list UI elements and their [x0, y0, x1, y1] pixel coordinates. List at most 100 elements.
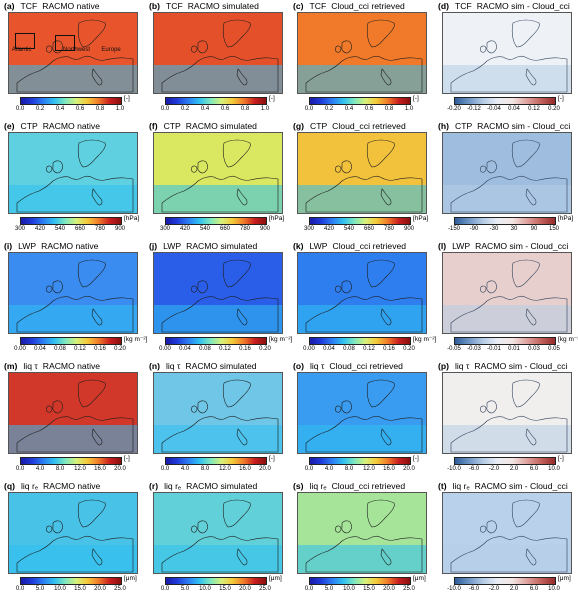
- colorbar-tick-label: 0.08: [343, 346, 355, 352]
- panel-variable: liq rₑ: [309, 481, 327, 491]
- panel-variable: TCF: [165, 1, 183, 11]
- coastline: [236, 188, 248, 206]
- coastline: [46, 45, 53, 53]
- figure-panel: (q) liq rₑ RACMO native [μm] 0.0 5.0 10.0 15.0 2…: [0, 480, 144, 600]
- panel-source: RACMO native: [42, 121, 101, 131]
- coastline: [236, 548, 248, 566]
- colorbar-unit: [-]: [413, 95, 419, 102]
- colorbar-ticks: 0.0 5.0 10.0 15.0 20.0 25.0: [304, 586, 415, 595]
- panel-source: Cloud_cci retrieved: [331, 481, 406, 491]
- colorbar-tick-label: 0.0: [160, 106, 170, 112]
- colorbar-tick-label: 0.00: [303, 346, 315, 352]
- coastline: [16, 295, 134, 333]
- coastline: [341, 400, 352, 414]
- figure-panel: (e) CTP RACMO native [hPa] 300 420 540 660 780 90…: [0, 120, 144, 240]
- colorbar-tick-label: 10.0: [548, 466, 560, 472]
- colorbar-tick-label: 1.0: [404, 106, 414, 112]
- colorbar-tick-label: 16.0: [383, 466, 395, 472]
- colorbar-tick-label: 15.0: [363, 586, 375, 592]
- colorbar: [454, 337, 556, 345]
- coastline: [46, 525, 53, 533]
- colorbar-unit: [kg m⁻²]: [413, 336, 437, 343]
- colorbar-unit: [hPa]: [124, 215, 140, 222]
- colorbar-tick-label: -0.05: [447, 346, 461, 352]
- colorbar-tick-label: 0.0: [304, 586, 314, 592]
- panel-label: (h): [438, 121, 449, 131]
- colorbar-tick-label: 16.0: [239, 466, 251, 472]
- colorbar-tick-label: 25.0: [259, 586, 271, 592]
- panel-source: RACMO simulated: [185, 121, 257, 131]
- coastline: [341, 40, 352, 54]
- coastline: [77, 379, 106, 408]
- panel-label: (d): [438, 1, 449, 11]
- colorbar-tick-label: 0.20: [259, 346, 271, 352]
- coastline: [335, 285, 342, 293]
- map-south-band: [154, 185, 282, 213]
- coastline: [511, 379, 540, 408]
- colorbar-tick-label: 0.04: [179, 346, 191, 352]
- colorbar-tick-label: 0.4: [344, 106, 354, 112]
- map-image: [153, 12, 283, 94]
- coastline: [525, 548, 537, 566]
- colorbar-unit: [μm]: [124, 575, 137, 582]
- panel-label: (n): [149, 361, 160, 371]
- coastline: [52, 400, 63, 414]
- figure-panel: (h) CTP RACMO sim - Cloud_cci [hPa] -150 -90-…: [434, 120, 578, 240]
- coastline: [191, 285, 198, 293]
- colorbar-tick-label: 0.0: [15, 586, 25, 592]
- panel-label: (j): [149, 241, 158, 251]
- colorbar-tick-label: 20.0: [259, 466, 271, 472]
- colorbar-tick-label: 0.20: [548, 106, 560, 112]
- panel-variable: CTP: [309, 121, 328, 131]
- figure-panel: (i) LWP RACMO native [kg m⁻²] 0.00 0.04 0.08 0.…: [0, 240, 148, 360]
- coastline: [486, 40, 497, 54]
- figure-panel: (b) TCF RACMO simulated [-] 0.0 0.2 0.4 0.6 0.8 1…: [145, 0, 289, 120]
- coastline: [91, 548, 103, 566]
- colorbar-ticks: 0.0 4.0 8.0 12.0 16.0 20.0: [16, 466, 126, 475]
- coastline: [77, 19, 106, 48]
- panel-title: (g) CTP Cloud_cci retrieved: [293, 121, 406, 131]
- region-box: [15, 33, 35, 49]
- colorbar-tick-label: 0.12: [528, 106, 540, 112]
- coastline: [450, 415, 568, 453]
- panel-label: (r): [149, 481, 159, 491]
- coastline: [161, 295, 279, 333]
- colorbar-ticks: -0.20 -0.12 -0.04 0.04 0.12 0.20: [447, 106, 560, 115]
- colorbar-tick-label: 0.16: [383, 346, 395, 352]
- colorbar-ticks: -10.0 -6.0 -2.0 2.0 6.0 10.0: [447, 466, 560, 475]
- coastline: [511, 259, 540, 288]
- colorbar-tick-label: -90: [469, 226, 479, 232]
- coastline: [236, 68, 248, 86]
- colorbar-tick-label: 0.03: [528, 346, 540, 352]
- colorbar-ticks: 0.00 0.04 0.08 0.12 0.16 0.20: [303, 346, 415, 355]
- panel-variable: liq rₑ: [20, 481, 39, 491]
- coastline: [486, 400, 497, 414]
- colorbar-tick-label: -0.03: [467, 346, 481, 352]
- colorbar: [454, 217, 556, 225]
- colorbar-tick-label: 16.0: [94, 466, 106, 472]
- colorbar: [20, 337, 122, 345]
- colorbar-unit: [kg m⁻²]: [124, 336, 148, 343]
- map-image: [8, 372, 138, 454]
- map-south-band: [9, 185, 137, 213]
- map-south-band: [9, 305, 137, 333]
- figure-panel: (n) liq τ RACMO simulated [-] 0.0 4.0 8.0 12.0 1…: [145, 360, 289, 480]
- map-image: Atlantic Northwest Europe: [8, 12, 138, 94]
- coastline: [335, 165, 342, 173]
- coastline: [380, 428, 392, 446]
- colorbar-tick-label: 0.05: [548, 346, 560, 352]
- panel-variable: liq τ: [23, 361, 38, 371]
- colorbar-tick-label: 0.8: [95, 106, 105, 112]
- colorbar-ticks: 0.0 0.2 0.4 0.6 0.8 1.0: [160, 106, 269, 115]
- coastline: [450, 535, 568, 573]
- coastline: [341, 520, 352, 534]
- coastline: [161, 535, 279, 573]
- panel-title: (i) LWP RACMO native: [4, 241, 98, 251]
- colorbar-tick-label: -0.12: [467, 106, 481, 112]
- coastline: [91, 308, 103, 326]
- coastline: [511, 499, 540, 528]
- colorbar-tick-label: 5.0: [180, 586, 190, 592]
- region-label: Atlantic: [11, 46, 32, 53]
- colorbar-tick-label: 780: [94, 226, 106, 232]
- colorbar-tick-label: 0.4: [55, 106, 65, 112]
